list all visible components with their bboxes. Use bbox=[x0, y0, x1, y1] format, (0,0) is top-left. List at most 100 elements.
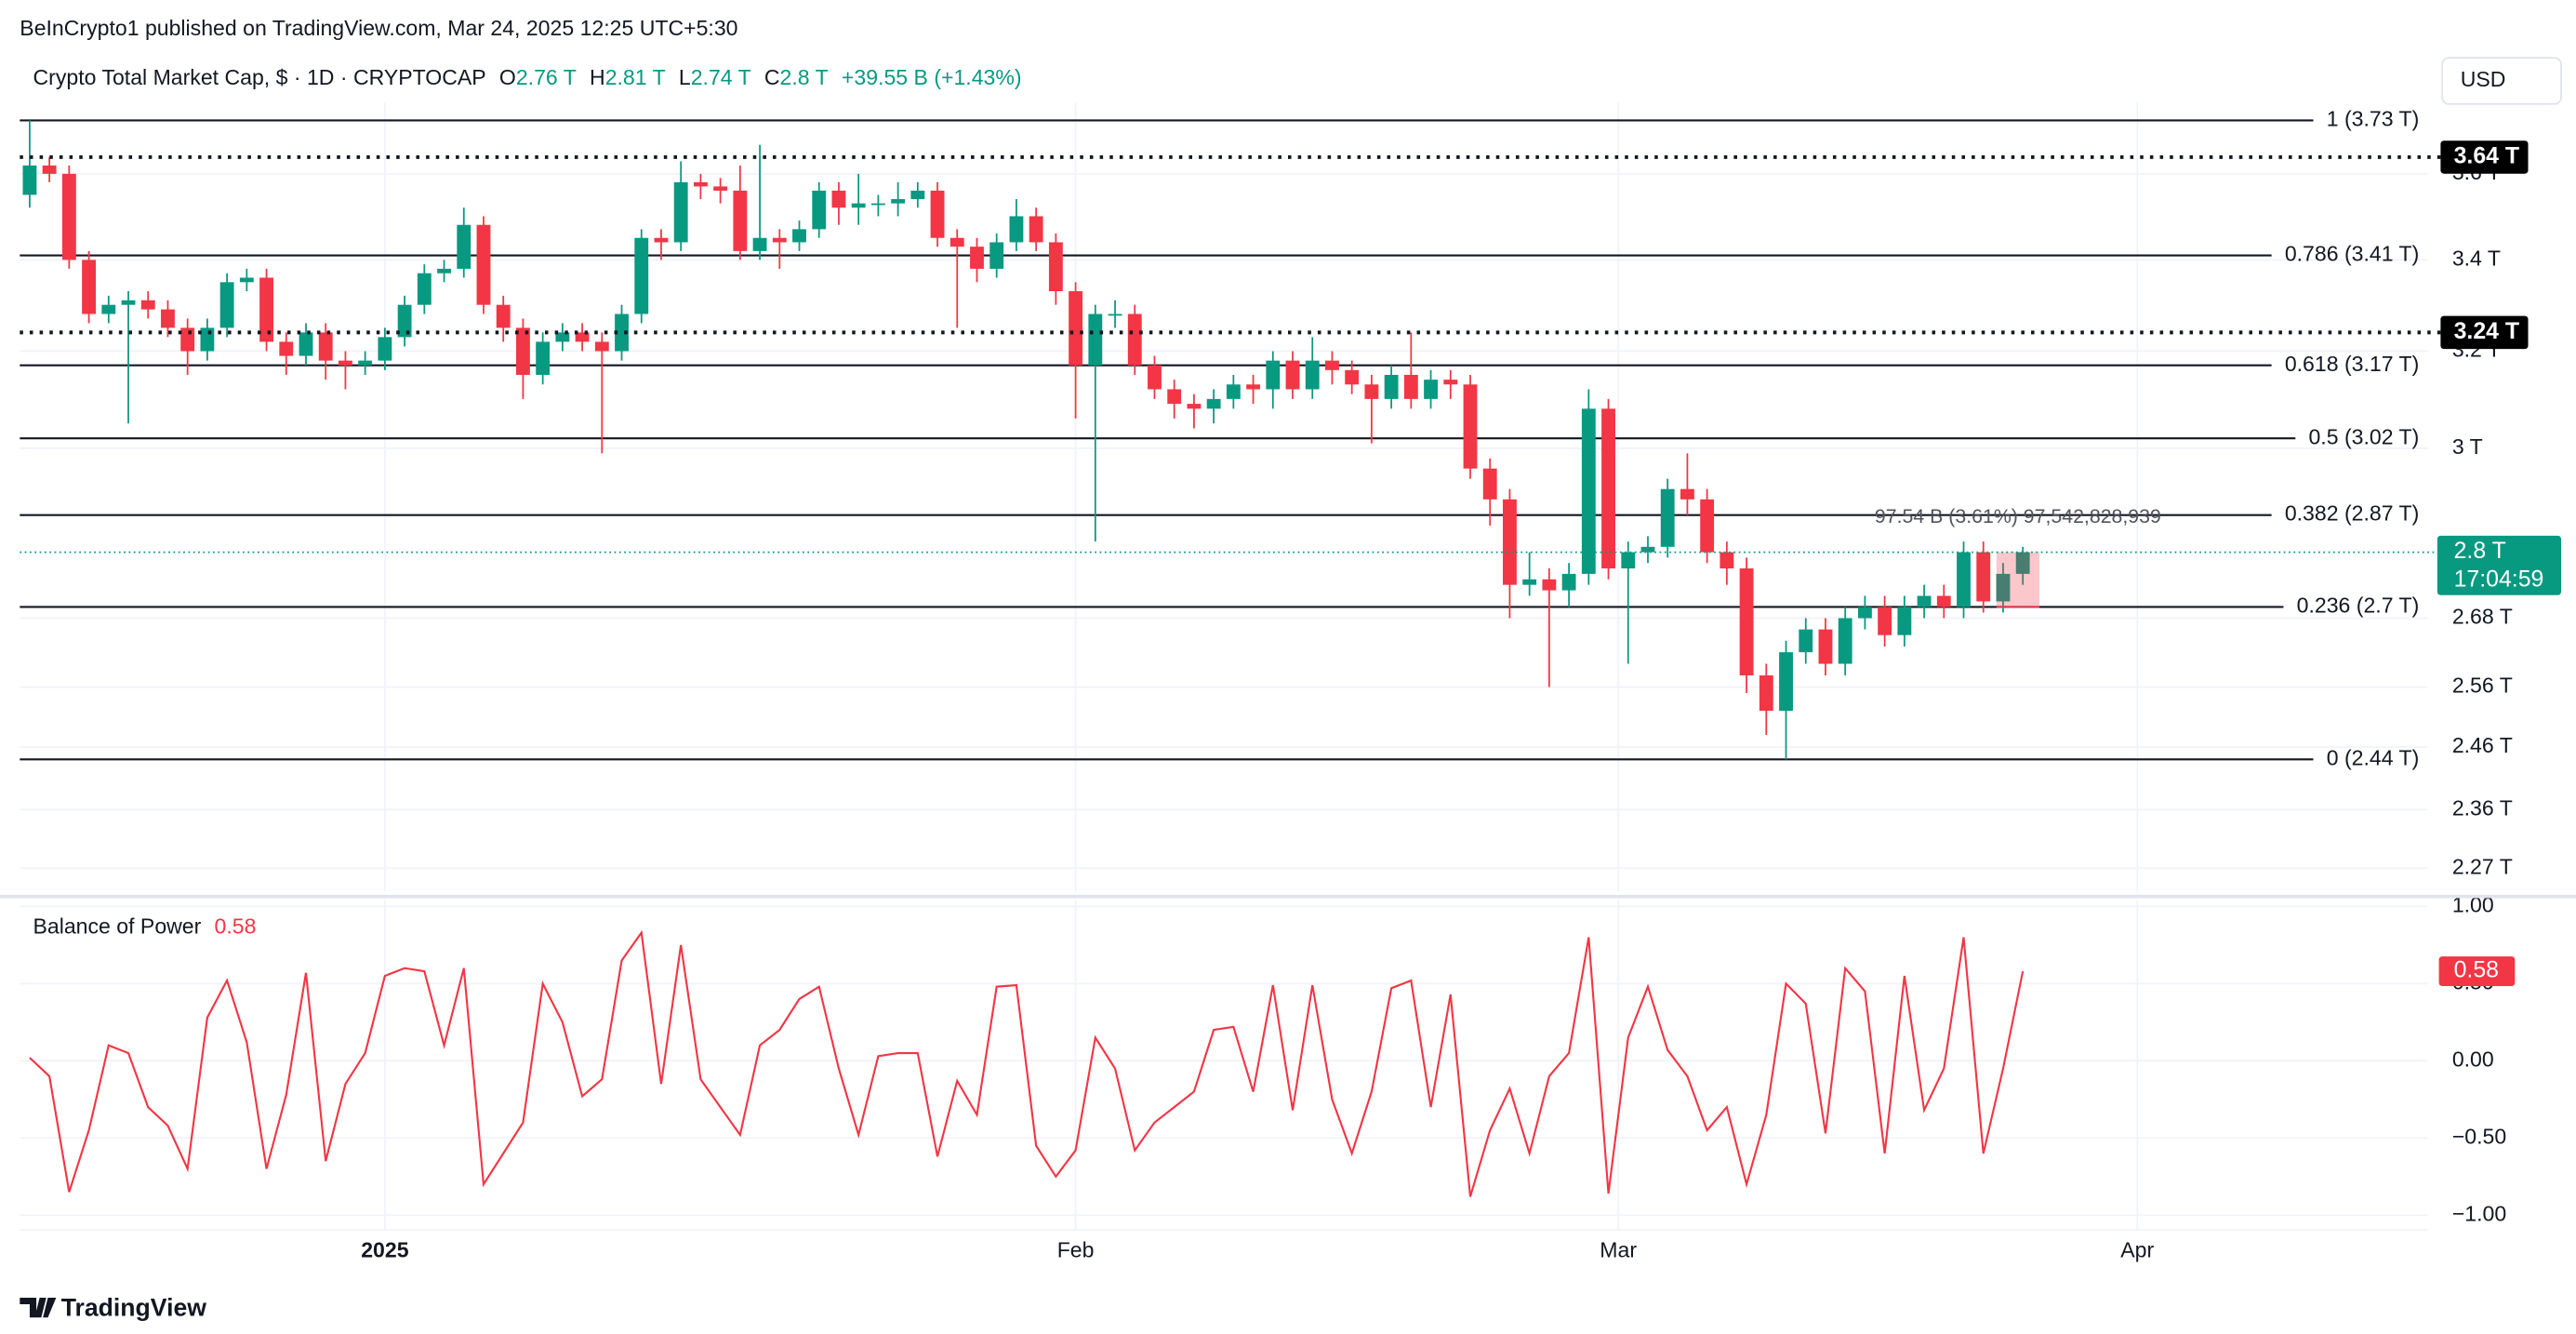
candle-body bbox=[575, 332, 590, 342]
change: +39.55 B (+1.43%) bbox=[842, 65, 1022, 89]
indicator-badge-label: 0.58 bbox=[2454, 958, 2499, 983]
indicator-value: 0.58 bbox=[215, 914, 257, 939]
candle-body bbox=[1285, 360, 1300, 390]
y-tick-label: 0.00 bbox=[2452, 1047, 2494, 1071]
candle-body bbox=[1759, 675, 1773, 712]
y-tick-label: 2.46 T bbox=[2452, 733, 2513, 757]
last-price-badge bbox=[2437, 535, 2562, 595]
candle-body bbox=[1561, 573, 1576, 591]
y-tick-label: 2.27 T bbox=[2452, 854, 2513, 878]
candle-body bbox=[378, 337, 392, 361]
ohlc-key: L bbox=[679, 65, 691, 89]
candle-body bbox=[1167, 389, 1182, 405]
candle-body bbox=[397, 304, 412, 338]
candle-body bbox=[970, 247, 984, 269]
candle-body bbox=[1996, 573, 2011, 602]
candle-body bbox=[1384, 374, 1399, 399]
candle-body bbox=[121, 300, 136, 305]
candle-body bbox=[496, 304, 511, 328]
candle-body bbox=[1581, 408, 1596, 574]
last-price-label: 2.8 T bbox=[2454, 539, 2506, 564]
candle-body bbox=[1364, 384, 1379, 399]
ohlc-value: 2.8 T bbox=[780, 65, 829, 89]
candle-body bbox=[733, 190, 748, 251]
candle-body bbox=[318, 332, 333, 361]
candle-body bbox=[1522, 579, 1537, 585]
candle-body bbox=[1857, 607, 1872, 619]
y-tick-label: −1.00 bbox=[2452, 1201, 2506, 1225]
candle-body bbox=[1325, 360, 1339, 370]
candle-body bbox=[1640, 546, 1655, 553]
candle-body bbox=[22, 165, 37, 195]
candle-body bbox=[1463, 384, 1478, 469]
level-label: 0.618 (3.17 T) bbox=[2285, 352, 2419, 376]
candle-body bbox=[1503, 499, 1517, 585]
candle-body bbox=[82, 260, 97, 314]
candle-body bbox=[654, 237, 669, 243]
currency-button[interactable] bbox=[2441, 57, 2562, 105]
candle-body bbox=[61, 173, 76, 260]
candle-body bbox=[1660, 488, 1675, 547]
countdown: 17:04:59 bbox=[2454, 567, 2544, 592]
candle-body bbox=[1739, 568, 1754, 676]
candle-body bbox=[989, 242, 1004, 269]
candle-body bbox=[358, 360, 373, 366]
ohlc-key: O bbox=[499, 65, 516, 89]
x-tick-label: Apr bbox=[2120, 1237, 2154, 1261]
y-tick-label: 2.68 T bbox=[2452, 605, 2513, 629]
indicator-badge bbox=[2438, 956, 2516, 987]
currency[interactable]: USD bbox=[2461, 67, 2506, 91]
candle-body bbox=[752, 237, 767, 251]
y-tick-label: 2.56 T bbox=[2452, 674, 2513, 698]
y-tick-label: 2.36 T bbox=[2452, 795, 2513, 820]
grid-layer bbox=[20, 102, 2428, 1231]
candle-body bbox=[1206, 398, 1221, 409]
y-tick-label: −0.50 bbox=[2452, 1124, 2506, 1148]
candle-body bbox=[1424, 380, 1438, 399]
ohlc-value: 2.74 T bbox=[691, 65, 751, 89]
candle-body bbox=[1088, 313, 1103, 366]
candle-body bbox=[713, 186, 728, 191]
candle-body bbox=[1976, 552, 1991, 602]
candle-body bbox=[515, 327, 530, 375]
candle-body bbox=[101, 304, 116, 314]
marker-badge bbox=[2440, 140, 2529, 174]
candle-body bbox=[1048, 242, 1063, 292]
marker-label: 3.24 T bbox=[2454, 319, 2519, 344]
candle-body bbox=[259, 277, 273, 342]
candle-body bbox=[1601, 408, 1615, 569]
candle-body bbox=[219, 282, 234, 328]
candle-body bbox=[910, 190, 925, 200]
candle-body bbox=[1838, 618, 1852, 664]
measure-box bbox=[1996, 552, 2039, 607]
candle-body bbox=[673, 181, 688, 243]
candle-body bbox=[851, 203, 866, 208]
candle-body bbox=[831, 190, 846, 208]
x-tick-label: 2025 bbox=[361, 1237, 408, 1261]
ohlc-value: 2.76 T bbox=[516, 65, 577, 89]
candle-body bbox=[1621, 552, 1636, 569]
candle-body bbox=[1917, 595, 1932, 607]
candle-body bbox=[615, 313, 629, 352]
candle-body bbox=[1266, 360, 1281, 390]
candle-body bbox=[1148, 365, 1162, 390]
candle-body bbox=[140, 300, 155, 310]
y-tick-label: 3.4 T bbox=[2452, 246, 2501, 270]
candle-body bbox=[1187, 404, 1202, 409]
candle-body bbox=[1403, 374, 1418, 399]
candle-body bbox=[792, 229, 806, 243]
indicator-title: Balance of Power bbox=[33, 914, 202, 939]
candle-body bbox=[870, 203, 885, 206]
candle-body bbox=[1345, 369, 1360, 385]
candle-body bbox=[457, 224, 471, 269]
candle-body bbox=[339, 360, 352, 366]
candle-body bbox=[2015, 552, 2030, 574]
candle-body bbox=[1009, 216, 1024, 243]
candle-body bbox=[594, 341, 609, 352]
brand: TradingView bbox=[61, 1293, 207, 1321]
candle-body bbox=[1680, 488, 1694, 500]
chart-header: Crypto Total Market Cap, $ · 1D · CRYPTO… bbox=[33, 65, 1022, 89]
candle-body bbox=[239, 277, 254, 283]
candle-body bbox=[1799, 629, 1813, 653]
